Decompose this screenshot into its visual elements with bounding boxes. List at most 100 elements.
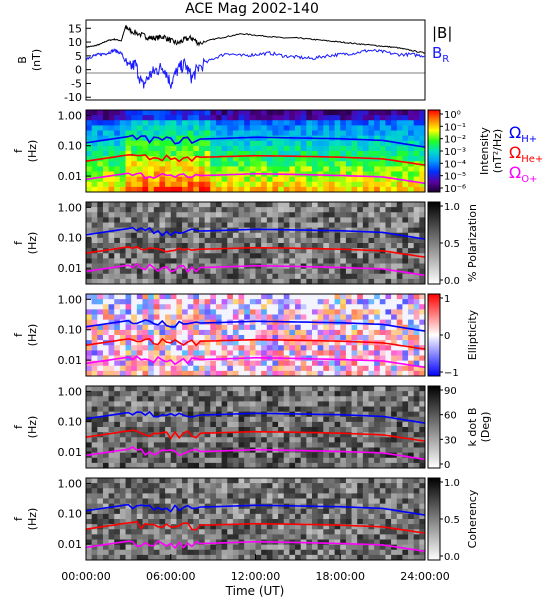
spectrogram-cell <box>379 212 386 218</box>
spectrogram-cell <box>323 335 330 341</box>
spectrogram-cell <box>289 145 296 152</box>
spectrogram-cell <box>193 222 200 229</box>
spectrogram-cell <box>317 273 324 280</box>
spectrogram-cell <box>379 268 386 275</box>
spectrogram-cell <box>385 447 392 454</box>
spectrogram-cell <box>278 483 285 489</box>
spectrogram-cell <box>193 304 200 310</box>
spectrogram-cell <box>193 115 200 121</box>
spectrogram-cell <box>86 549 93 556</box>
spectrogram-cell <box>227 478 234 484</box>
spectrogram-cell <box>323 416 330 423</box>
spectrogram-cell <box>278 340 285 346</box>
spectrogram-cell <box>187 232 194 239</box>
spectrogram-cell <box>312 335 319 341</box>
spectrogram-cell <box>283 232 290 239</box>
spectrogram-cell <box>170 513 177 520</box>
spectrogram-cell <box>125 539 132 546</box>
spectrogram-cell <box>413 462 420 469</box>
spectrogram-cell <box>272 483 279 489</box>
spectrogram-cell <box>136 365 143 372</box>
spectrogram-cell <box>266 156 273 162</box>
spectrogram-cell <box>362 462 369 469</box>
spectrogram-cell <box>283 519 290 525</box>
spectrogram-cell <box>244 432 251 438</box>
spectrogram-cell <box>204 273 211 280</box>
spectrogram-cell <box>176 110 183 116</box>
spectrogram-cells <box>86 478 426 561</box>
spectrogram-cell <box>249 248 256 254</box>
spectrogram-cell <box>317 524 324 530</box>
spectrogram-cell <box>272 421 279 428</box>
spectrogram-cell <box>221 212 228 218</box>
spectrogram-cell <box>379 263 386 270</box>
spectrogram-cell <box>193 427 200 433</box>
spectrogram-cell <box>170 421 177 428</box>
spectrogram-cell <box>114 457 121 464</box>
spectrogram-cell <box>283 145 290 152</box>
spectrogram-cell <box>244 258 251 264</box>
spectrogram-cell <box>357 120 364 126</box>
spectrogram-cell <box>244 314 251 321</box>
spectrogram-cell <box>289 304 296 310</box>
spectrogram-cell <box>278 212 285 218</box>
spectrogram-cell <box>244 151 251 157</box>
spectrogram-cell <box>357 130 364 137</box>
spectrogram-cell <box>289 524 296 530</box>
spectrogram-cell <box>261 365 268 372</box>
spectrogram-cell <box>408 483 415 489</box>
spectrogram-cell <box>131 253 138 259</box>
spectrogram-cell <box>266 386 273 392</box>
spectrogram-cell <box>119 161 126 167</box>
spectrogram-cell <box>402 411 409 418</box>
spectrogram-cell <box>153 360 160 367</box>
spectrogram-cell <box>306 176 313 183</box>
spectrogram-cell <box>300 529 307 535</box>
spectrogram-cell <box>272 360 279 367</box>
legend-omega-h: ΩH+ <box>509 123 537 145</box>
spectrogram-cell <box>108 488 115 494</box>
spectrogram-cell <box>148 345 155 351</box>
spectrogram-cell <box>396 135 403 142</box>
spectrogram-cell <box>227 427 234 433</box>
spectrogram-cell <box>408 493 415 499</box>
spectrogram-cell <box>374 227 381 234</box>
spectrogram-cell <box>368 544 375 551</box>
spectrogram-cell <box>374 140 381 147</box>
spectrogram-cell <box>272 243 279 249</box>
spectrogram-cell <box>187 186 194 193</box>
spectrogram-cell <box>351 120 358 126</box>
spectrogram-cell <box>396 401 403 407</box>
spectrogram-cell <box>261 452 268 459</box>
spectrogram-cell <box>328 488 335 494</box>
spectrogram-cell <box>182 319 189 326</box>
spectrogram-cell <box>119 519 126 525</box>
spectrogram-cell <box>221 416 228 423</box>
spectrogram-cell <box>345 125 352 131</box>
spectrogram-cell <box>199 263 206 270</box>
spectrogram-cell <box>317 151 324 157</box>
spectrogram-cell <box>108 350 115 356</box>
spectrogram-cell <box>385 202 392 208</box>
spectrogram-cell <box>408 115 415 121</box>
spectrogram-cell <box>114 421 121 428</box>
spectrogram-cell <box>357 171 364 178</box>
spectrogram-cell <box>306 483 313 489</box>
spectrogram-cell <box>385 427 392 433</box>
spectrogram-cell <box>193 278 200 285</box>
spectrogram-cell <box>278 519 285 525</box>
spectrogram-cell <box>102 386 109 392</box>
spectrogram-cell <box>300 273 307 280</box>
spectrogram-cell <box>187 406 194 413</box>
spectrogram-cell <box>131 513 138 520</box>
spectrogram-cell <box>334 171 341 178</box>
spectrogram-cell <box>402 135 409 142</box>
spectrogram-cell <box>368 115 375 121</box>
spectrogram-cell <box>413 217 420 223</box>
spectrogram-cell <box>215 304 222 310</box>
spectrogram-cell <box>396 335 403 341</box>
spectrogram-cell <box>295 508 302 515</box>
spectrogram-cell <box>165 171 172 178</box>
spectrogram-cell <box>300 140 307 147</box>
spectrogram-cell <box>340 156 347 162</box>
